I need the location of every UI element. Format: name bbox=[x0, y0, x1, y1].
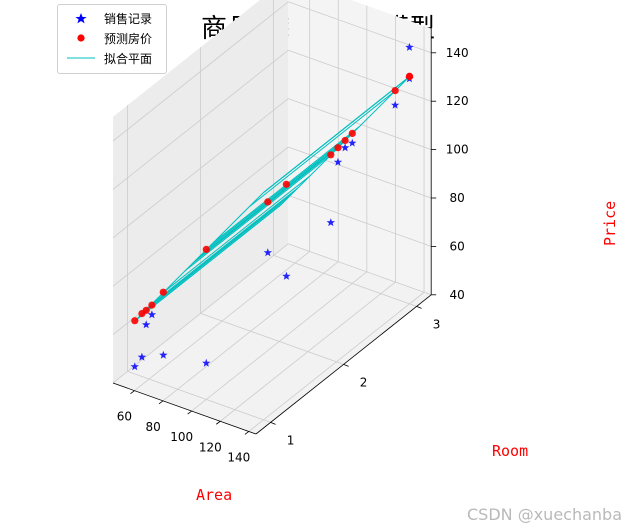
z-tick-label: 40 bbox=[450, 288, 465, 302]
z-tick-label: 80 bbox=[450, 191, 465, 205]
actual-point bbox=[263, 248, 272, 257]
predicted-point bbox=[327, 151, 335, 159]
legend-label-predicted: 预测房价 bbox=[104, 32, 153, 46]
grid-line-z-back bbox=[288, 195, 432, 247]
actual-point bbox=[282, 271, 291, 280]
plane-line bbox=[145, 193, 293, 310]
grid-line-z-left bbox=[112, 243, 289, 384]
actual-point bbox=[326, 218, 335, 227]
actual-point bbox=[130, 362, 139, 371]
actual-point bbox=[333, 157, 343, 166]
x-tick-mark bbox=[244, 431, 250, 435]
actual-point bbox=[147, 310, 157, 319]
grid-line-z-left bbox=[112, 146, 289, 287]
legend-item-actual: 销售记录 bbox=[58, 9, 166, 27]
grid-line-z-back bbox=[288, 243, 432, 296]
actual-point bbox=[159, 350, 168, 359]
grid-line-z-left bbox=[112, 1, 289, 142]
legend-item-plane: 拟合平面 bbox=[58, 49, 166, 67]
y-tick-mark bbox=[270, 422, 276, 425]
grid-line-y-floor bbox=[273, 255, 417, 307]
actual-point bbox=[142, 320, 151, 329]
legend-label-plane: 拟合平面 bbox=[104, 52, 153, 66]
x-axis-line bbox=[112, 382, 257, 435]
grid-line-z-left bbox=[112, 49, 289, 190]
x-tick-label: 80 bbox=[145, 420, 160, 434]
predicted-point bbox=[391, 87, 399, 95]
plane-line bbox=[198, 140, 346, 258]
predicted-point bbox=[348, 129, 356, 137]
plane-line bbox=[151, 187, 299, 305]
x-tick-mark bbox=[216, 420, 221, 425]
grid-lines bbox=[112, 0, 432, 432]
y-tick-label: 1 bbox=[287, 433, 295, 447]
predicted-point bbox=[142, 306, 150, 314]
actual-point bbox=[202, 358, 211, 367]
predicted-point bbox=[405, 72, 414, 80]
plane-line bbox=[163, 176, 310, 293]
z-tick-label: 120 bbox=[446, 94, 469, 108]
actual-point bbox=[405, 42, 414, 51]
predicted-point bbox=[148, 301, 156, 309]
z-tick-label: 100 bbox=[446, 143, 469, 157]
y-tick-mark bbox=[416, 306, 422, 309]
x-tick-label: 100 bbox=[170, 430, 193, 444]
grid-line-y-floor bbox=[200, 313, 344, 365]
grid-line-z-back bbox=[288, 1, 432, 54]
grid-line-z-back bbox=[288, 146, 432, 199]
predicted-point bbox=[282, 180, 290, 188]
star-marker-icon bbox=[75, 13, 87, 24]
z-tick-label: 60 bbox=[450, 239, 465, 253]
plane-line bbox=[248, 90, 396, 208]
grid-line-y-floor bbox=[127, 371, 271, 423]
z-axis-label: Price bbox=[601, 201, 619, 246]
grid-line-z-left bbox=[112, 98, 289, 239]
legend-item-predicted: 预测房价 bbox=[58, 29, 166, 47]
x-tick-label: 60 bbox=[117, 410, 132, 424]
x-axis-label: Area bbox=[196, 486, 232, 504]
predicted-point bbox=[159, 288, 167, 296]
predicted-point bbox=[334, 144, 342, 152]
line-marker-icon bbox=[67, 57, 95, 59]
x-tick-label: 120 bbox=[199, 440, 222, 454]
tick-labels: 60 80 100 120 140 1 2 3 40 60 80 100 120 140 bbox=[117, 46, 469, 465]
grid-line-z-back bbox=[288, 98, 432, 150]
plane-line bbox=[141, 197, 289, 315]
plane-line bbox=[263, 76, 410, 194]
actual-point bbox=[137, 352, 147, 361]
x-tick-mark bbox=[158, 400, 164, 405]
actual-point bbox=[340, 143, 350, 152]
legend-label-actual: 销售记录 bbox=[104, 12, 153, 26]
y-tick-label: 3 bbox=[433, 317, 441, 331]
actual-point bbox=[348, 138, 357, 147]
y-tick-label: 2 bbox=[360, 375, 368, 389]
predicted-point bbox=[264, 198, 272, 206]
y-axis-label: Room bbox=[492, 442, 528, 460]
predicted-point bbox=[131, 317, 139, 325]
grid-line-z-back bbox=[288, 49, 432, 102]
plane-line bbox=[184, 154, 332, 272]
actual-point bbox=[391, 100, 400, 109]
z-tick-label: 140 bbox=[446, 46, 469, 60]
watermark-text: CSDN @xuechanba bbox=[467, 505, 622, 524]
x-tick-label: 140 bbox=[227, 450, 250, 464]
predicted-point bbox=[341, 136, 349, 145]
data-points bbox=[130, 42, 414, 371]
predicted-point bbox=[202, 245, 210, 253]
x-tick-mark bbox=[130, 390, 135, 394]
legend: 销售记录 预测房价 拟合平面 bbox=[57, 4, 167, 74]
plane-line bbox=[134, 204, 282, 322]
x-tick-mark bbox=[187, 410, 192, 415]
y-tick-mark bbox=[343, 364, 349, 367]
circle-marker-icon bbox=[77, 34, 85, 42]
